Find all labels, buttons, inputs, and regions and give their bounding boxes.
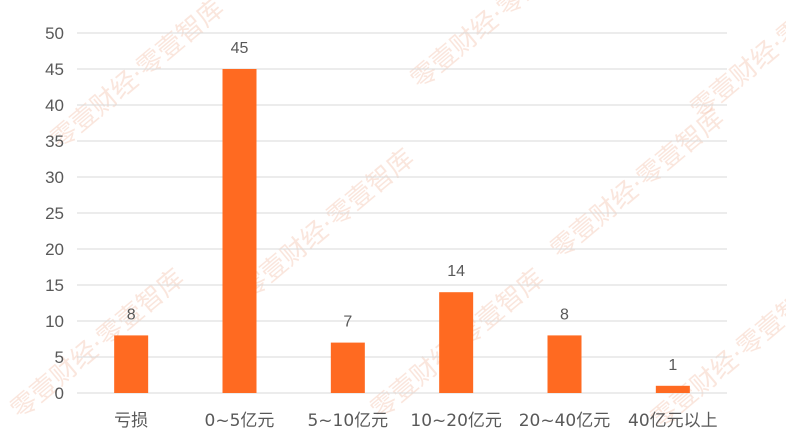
y-tick-label: 30 [45,168,64,187]
watermark-text: 零壹财经·零壹智库 [685,0,786,125]
watermark-text: 零壹财经·零壹智库 [45,0,230,155]
x-tick-label: 20~40亿元 [519,411,611,431]
y-tick-label: 25 [45,204,64,223]
y-tick-label: 20 [45,240,64,259]
bars [114,69,690,393]
x-tick-label: 亏损 [114,411,148,431]
x-tick-label: 40亿元以上 [628,411,718,431]
y-tick-label: 45 [45,60,64,79]
watermark-text: 零壹财经·零壹智库 [545,103,730,265]
data-label: 7 [343,314,352,331]
bar [330,342,365,393]
x-tick-label: 10~20亿元 [410,411,502,431]
y-tick-label: 10 [45,312,64,331]
bar [547,335,582,393]
y-tick-label: 15 [45,276,64,295]
y-tick-label: 5 [55,348,64,367]
bar [655,385,690,393]
watermark-text: 零壹财经·零壹智库 [235,143,420,305]
bar [114,335,149,393]
x-axis-labels: 亏损 0~5亿元 5~10亿元 10~20亿元 20~40亿元 40亿元以上 [114,411,717,431]
watermark-text: 零壹财经·零壹智库 [5,263,190,425]
watermark-text: 零壹财经·零壹智库 [405,0,590,95]
y-tick-label: 40 [45,96,64,115]
data-labels: 8 45 7 14 8 1 [127,40,678,374]
data-label: 45 [231,40,249,57]
y-tick-label: 50 [45,24,64,43]
y-tick-label: 0 [55,384,64,403]
data-label: 14 [447,263,465,280]
x-tick-label: 5~10亿元 [307,411,388,431]
y-axis-ticks: 0 5 10 15 20 25 30 35 40 45 50 [45,24,64,403]
data-label: 8 [127,306,136,323]
x-tick-label: 0~5亿元 [205,411,275,431]
gridlines [77,32,727,394]
data-label: 1 [668,357,677,374]
bar [439,292,474,393]
data-label: 8 [560,306,569,323]
y-tick-label: 35 [45,132,64,151]
bar [222,69,257,393]
